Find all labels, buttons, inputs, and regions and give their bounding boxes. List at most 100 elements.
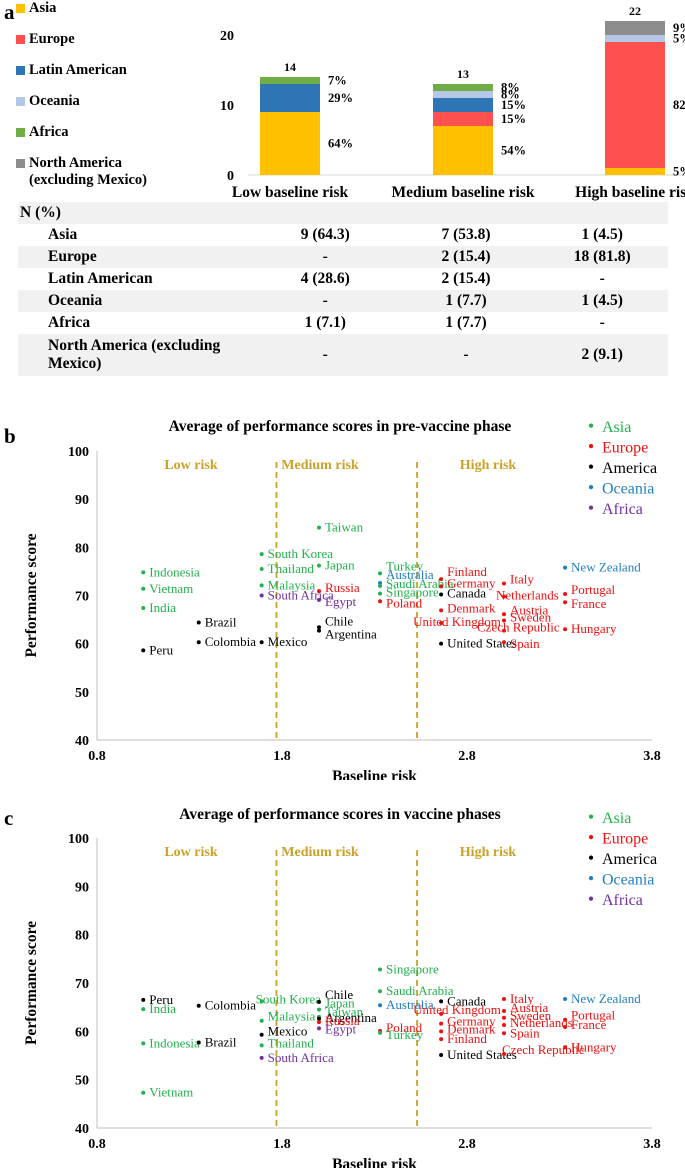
point-label: Austria <box>510 602 549 617</box>
point-label: Colombia <box>205 998 257 1013</box>
data-point <box>439 1021 444 1026</box>
table-row: Africa 1 (7.1) 1 (7.7) - <box>18 312 668 334</box>
data-point <box>141 606 146 611</box>
legend-label: Asia <box>602 419 631 436</box>
legend-label: Oceania <box>602 481 654 498</box>
data-point <box>378 571 383 576</box>
x-tick-label: 2.8 <box>458 1137 476 1152</box>
legend-label: Africa <box>29 124 69 140</box>
data-point <box>439 592 444 597</box>
point-label: New Zealand <box>571 991 641 1006</box>
point-label: Argentina <box>325 627 377 642</box>
legend-swatch <box>16 128 25 137</box>
data-point <box>141 1041 146 1046</box>
legend-label: America <box>602 460 657 477</box>
data-point <box>502 1015 506 1020</box>
data-point <box>141 586 146 591</box>
data-point <box>502 1031 506 1036</box>
point-label: Portugal <box>571 1008 615 1023</box>
table-row-label: Latin American <box>48 270 153 287</box>
percent-label: 15% <box>501 112 526 126</box>
y-tick-label: 70 <box>75 977 89 992</box>
point-label: United Kingdom <box>413 1002 501 1017</box>
point-label: Germany <box>447 1014 496 1029</box>
data-point <box>196 640 201 645</box>
x-tick-label: 0.8 <box>88 1137 106 1152</box>
legend-marker: • <box>588 498 594 518</box>
y-tick-label: 10 <box>220 99 234 114</box>
point-label: United Kingdom <box>413 614 501 629</box>
chart-title: Average of performance scores in vaccine… <box>179 806 500 823</box>
point-label: Egypt <box>325 594 356 609</box>
panel-b-letter: b <box>4 424 16 448</box>
point-label: Canada <box>447 586 486 601</box>
data-point <box>502 628 506 633</box>
legend-item: Africa <box>16 124 68 141</box>
point-label: Turkey <box>386 1027 424 1042</box>
bar-segment <box>605 35 665 42</box>
point-label: Brazil <box>205 614 237 629</box>
legend-label: North America (excluding Mexico) <box>29 155 147 188</box>
legend-marker: • <box>588 869 594 889</box>
legend-swatch <box>16 159 25 168</box>
point-label: Indonesia <box>149 1035 200 1050</box>
data-point <box>439 1029 444 1034</box>
point-label: South Korea <box>268 546 334 561</box>
table-row: North America (excluding Mexico) - -2 (9.1… <box>18 334 668 376</box>
legend-item: Europe <box>16 31 75 48</box>
count-table: N (%) Asia 9 (64.3) 7 (53.8) 1 (4.5) Europe -2… <box>18 202 668 376</box>
table-cell: 2 (15.4) <box>441 270 491 287</box>
data-point <box>378 599 383 604</box>
scatter-vaccine: Average of performance scores in vaccine… <box>23 806 661 1168</box>
percent-label: 8% <box>501 81 520 95</box>
table-cell: - <box>599 314 605 331</box>
data-point <box>196 620 201 625</box>
point-label: Singapore <box>386 961 439 976</box>
table-cell: 1 (7.1) <box>304 314 346 331</box>
data-point <box>259 593 264 598</box>
point-label: South Africa <box>268 1050 334 1065</box>
y-tick-label: 70 <box>75 590 89 605</box>
data-point <box>141 648 146 653</box>
point-label: Vietnam <box>149 581 193 596</box>
data-point <box>502 618 506 623</box>
percent-label: 5% <box>673 32 685 46</box>
bar-segment <box>433 91 493 98</box>
percent-label: 7% <box>328 74 347 88</box>
data-point <box>317 1016 321 1021</box>
x-tick-label: 0.8 <box>88 749 106 764</box>
point-label: Thailand <box>268 1035 315 1050</box>
point-label: Italy <box>510 571 534 586</box>
y-tick-label: 90 <box>75 880 89 895</box>
data-point <box>317 628 321 633</box>
percent-label: 29% <box>328 91 353 105</box>
data-point <box>259 583 264 588</box>
table-cell: 18 (81.8) <box>536 246 668 268</box>
y-tick-label: 80 <box>75 929 89 944</box>
point-label: Denmark <box>447 1021 496 1036</box>
data-point <box>563 1024 568 1029</box>
data-point <box>141 997 146 1002</box>
table-cell: 1 (7.7) <box>395 290 537 312</box>
panel-a-letter: a <box>4 0 15 24</box>
x-tick-label: 1.8 <box>273 1137 291 1152</box>
table-cell: 1 (4.5) <box>536 290 668 312</box>
data-point <box>439 608 444 613</box>
point-label: New Zealand <box>571 560 641 575</box>
data-point <box>439 1011 444 1016</box>
percent-label: 82% <box>673 98 685 112</box>
legend-marker: • <box>588 889 594 909</box>
point-label: Brazil <box>205 1034 237 1049</box>
point-label: Saudi Arabia <box>386 983 454 998</box>
data-point <box>563 1045 568 1050</box>
point-label: Russia <box>325 580 360 595</box>
bar-segment <box>433 126 493 175</box>
data-point <box>317 1026 321 1031</box>
point-label: Italy <box>510 991 534 1006</box>
data-point <box>502 1023 506 1028</box>
table-row: Latin American 4 (28.6) 2 (15.4) - <box>18 268 668 290</box>
point-label: Poland <box>386 1020 423 1035</box>
table-header-row: N (%) <box>18 202 668 224</box>
percent-label: 9% <box>673 21 685 35</box>
data-point <box>502 996 506 1001</box>
